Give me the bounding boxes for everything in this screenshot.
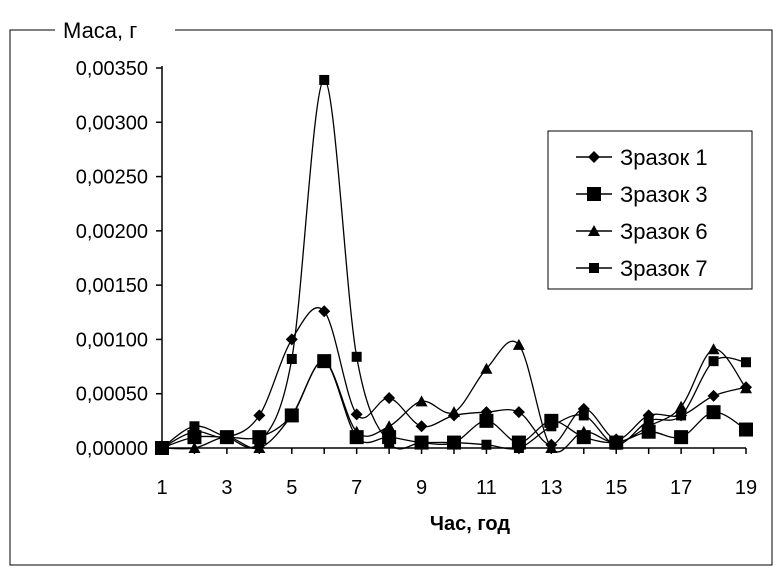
data-point <box>545 442 558 453</box>
legend-item: Зразок 1 <box>576 145 708 170</box>
data-point <box>286 353 297 364</box>
data-point <box>675 400 688 412</box>
data-point <box>707 389 720 402</box>
series-layer <box>155 74 753 455</box>
data-point <box>285 409 298 421</box>
data-point <box>285 333 298 346</box>
data-point <box>512 338 525 350</box>
legend-marker <box>588 225 600 236</box>
title-background <box>55 12 175 46</box>
legend-item: Зразок 6 <box>576 219 708 244</box>
data-point <box>383 420 396 432</box>
x-tick-label: 13 <box>540 477 562 499</box>
series-4 <box>157 74 751 453</box>
legend-label: Зразок 1 <box>620 145 708 170</box>
legend-item: Зразок 7 <box>576 256 708 281</box>
x-tick-label: 15 <box>605 477 627 499</box>
x-axis-label: Час, год <box>430 513 510 535</box>
data-point <box>318 305 331 318</box>
legend-marker <box>588 151 600 163</box>
data-point <box>512 406 525 419</box>
data-point <box>253 409 266 422</box>
data-point <box>415 395 428 407</box>
y-tick-label: 0,00250 <box>76 167 148 189</box>
x-tick-label: 5 <box>286 477 297 499</box>
data-point <box>187 430 202 445</box>
data-point <box>481 439 492 450</box>
y-tick-label: 0,00000 <box>76 438 148 460</box>
data-point <box>449 437 459 448</box>
data-point <box>674 430 689 445</box>
legend-label: Зразок 7 <box>620 256 708 281</box>
data-point <box>643 415 654 426</box>
data-point <box>415 420 428 433</box>
data-point <box>448 406 460 418</box>
data-point <box>706 405 721 420</box>
legend-label: Зразок 6 <box>620 219 708 244</box>
data-point <box>739 422 753 437</box>
chart-frame <box>9 29 773 566</box>
data-point <box>707 343 720 355</box>
series-line <box>161 340 747 453</box>
data-point <box>480 362 493 374</box>
x-tick-label: 19 <box>735 477 757 499</box>
legend: Зразок 1 Зразок 3 Зразок 6 Зразок 7 <box>547 130 753 290</box>
data-point <box>351 351 362 362</box>
data-point <box>578 410 589 421</box>
x-axis: 1 3 5 7 9 11 13 15 17 19 <box>156 447 757 499</box>
x-tick-label: 7 <box>351 477 362 499</box>
data-point <box>157 443 167 453</box>
data-point <box>611 439 622 450</box>
x-tick-label: 3 <box>221 477 232 499</box>
data-point <box>676 410 687 421</box>
data-point <box>577 425 590 437</box>
legend-label: Зразок 3 <box>620 182 708 207</box>
x-tick-label: 11 <box>476 477 497 499</box>
y-tick-label: 0,00100 <box>76 329 148 351</box>
data-point <box>513 443 524 453</box>
y-tick-label: 0,00200 <box>76 221 148 243</box>
data-point <box>708 356 719 367</box>
y-tick-label: 0,00350 <box>76 58 148 80</box>
y-axis: 0,00000 0,00050 0,00100 0,00150 0,00200 0,002… <box>76 58 163 460</box>
series-line <box>161 307 747 449</box>
y-tick-label: 0,00300 <box>76 112 148 134</box>
data-point <box>189 421 200 432</box>
data-point <box>740 382 752 394</box>
chart-title: Маса, г <box>63 18 137 43</box>
x-tick-label: 9 <box>416 477 427 499</box>
y-tick-label: 0,00050 <box>76 384 148 406</box>
data-point <box>350 408 363 421</box>
data-point <box>384 437 395 448</box>
data-point <box>221 432 232 443</box>
x-tick-label: 1 <box>156 477 167 499</box>
data-point <box>319 74 330 85</box>
series-line <box>161 360 747 449</box>
data-point <box>479 413 494 428</box>
data-point <box>546 421 557 432</box>
data-point <box>416 437 427 448</box>
data-point <box>188 442 201 453</box>
legend-marker <box>587 187 601 201</box>
y-tick-label: 0,00150 <box>76 275 148 297</box>
data-point <box>741 357 751 368</box>
series-1 <box>156 305 752 454</box>
data-point <box>318 355 331 367</box>
data-point <box>254 437 265 448</box>
data-point <box>350 425 363 437</box>
legend-item: Зразок 3 <box>576 182 708 207</box>
x-tick-label: 17 <box>670 477 692 499</box>
data-point <box>383 392 396 405</box>
legend-marker <box>589 263 599 273</box>
